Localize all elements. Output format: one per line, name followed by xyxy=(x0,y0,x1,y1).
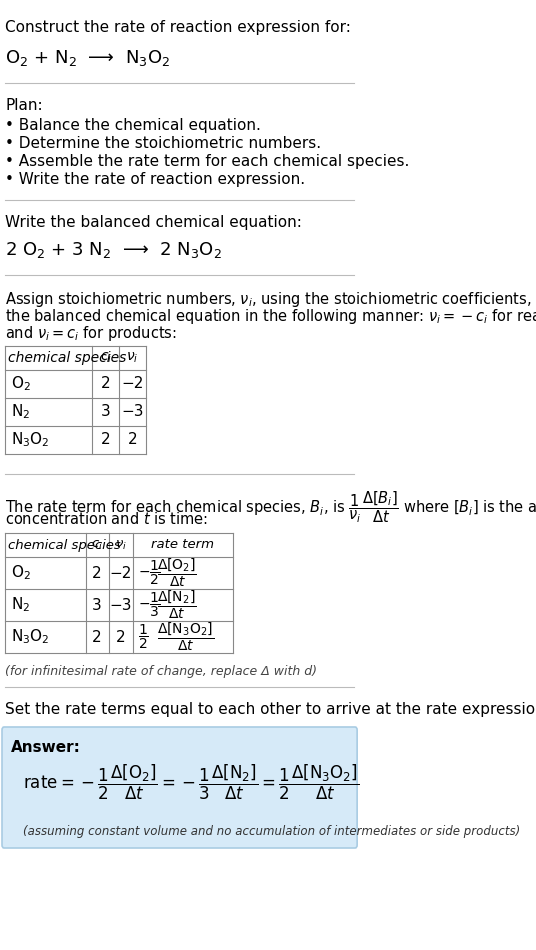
Text: (assuming constant volume and no accumulation of intermediates or side products): (assuming constant volume and no accumul… xyxy=(24,825,520,838)
Text: $\mathrm{rate} = -\dfrac{1}{2}\dfrac{\Delta[\mathrm{O_2}]}{\Delta t} = -\dfrac{1: $\mathrm{rate} = -\dfrac{1}{2}\dfrac{\De… xyxy=(24,763,360,802)
Text: Construct the rate of reaction expression for:: Construct the rate of reaction expressio… xyxy=(5,20,351,35)
Text: • Assemble the rate term for each chemical species.: • Assemble the rate term for each chemic… xyxy=(5,154,410,169)
Text: 3: 3 xyxy=(92,598,102,613)
Text: $\dfrac{\Delta[\mathrm{N_3O_2}]}{\Delta t}$: $\dfrac{\Delta[\mathrm{N_3O_2}]}{\Delta … xyxy=(157,621,214,654)
Text: • Determine the stoichiometric numbers.: • Determine the stoichiometric numbers. xyxy=(5,136,322,151)
Text: −3: −3 xyxy=(109,598,132,613)
Text: $\dfrac{\Delta[\mathrm{O_2}]}{\Delta t}$: $\dfrac{\Delta[\mathrm{O_2}]}{\Delta t}$ xyxy=(157,557,197,589)
Text: $\nu_i$: $\nu_i$ xyxy=(126,351,139,365)
Text: 2: 2 xyxy=(92,630,102,644)
Text: $\nu_i$: $\nu_i$ xyxy=(115,539,126,552)
Text: Assign stoichiometric numbers, $\nu_i$, using the stoichiometric coefficients, $: Assign stoichiometric numbers, $\nu_i$, … xyxy=(5,290,536,309)
Text: $\dfrac{\Delta[\mathrm{N_2}]}{\Delta t}$: $\dfrac{\Delta[\mathrm{N_2}]}{\Delta t}$ xyxy=(157,589,196,621)
Text: $\mathrm{N_3O_2}$: $\mathrm{N_3O_2}$ xyxy=(11,430,49,449)
Text: 2: 2 xyxy=(101,376,110,391)
Text: $\mathrm{O_2}$: $\mathrm{O_2}$ xyxy=(11,374,31,393)
Text: $\mathrm{O_2}$ + $\mathrm{N_2}$  ⟶  $\mathrm{N_3O_2}$: $\mathrm{O_2}$ + $\mathrm{N_2}$ ⟶ $\math… xyxy=(5,48,171,68)
Text: $-\dfrac{1}{3}$: $-\dfrac{1}{3}$ xyxy=(138,591,160,619)
Text: $\dfrac{1}{2}$: $\dfrac{1}{2}$ xyxy=(138,623,149,651)
Text: −2: −2 xyxy=(122,376,144,391)
Text: the balanced chemical equation in the following manner: $\nu_i = -c_i$ for react: the balanced chemical equation in the fo… xyxy=(5,307,536,326)
Text: The rate term for each chemical species, $B_i$, is $\dfrac{1}{\nu_i}\dfrac{\Delt: The rate term for each chemical species,… xyxy=(5,489,536,524)
Text: • Balance the chemical equation.: • Balance the chemical equation. xyxy=(5,118,261,133)
Text: chemical species: chemical species xyxy=(8,351,126,365)
Text: $c_i$: $c_i$ xyxy=(91,539,103,552)
Text: $\mathrm{N_2}$: $\mathrm{N_2}$ xyxy=(11,596,30,615)
FancyBboxPatch shape xyxy=(2,727,357,848)
Text: Set the rate terms equal to each other to arrive at the rate expression:: Set the rate terms equal to each other t… xyxy=(5,702,536,717)
Text: $c_i$: $c_i$ xyxy=(100,351,112,365)
Text: (for infinitesimal rate of change, replace Δ with d): (for infinitesimal rate of change, repla… xyxy=(5,665,317,678)
Text: 3: 3 xyxy=(101,405,111,420)
Text: −3: −3 xyxy=(122,405,144,420)
Text: Answer:: Answer: xyxy=(11,740,80,755)
Text: 2: 2 xyxy=(92,565,102,580)
Text: Plan:: Plan: xyxy=(5,98,43,113)
Text: • Write the rate of reaction expression.: • Write the rate of reaction expression. xyxy=(5,172,306,187)
Text: and $\nu_i = c_i$ for products:: and $\nu_i = c_i$ for products: xyxy=(5,324,177,343)
Text: 2: 2 xyxy=(116,630,125,644)
Text: rate term: rate term xyxy=(152,539,214,552)
Text: 2: 2 xyxy=(101,432,110,447)
Text: $-\dfrac{1}{2}$: $-\dfrac{1}{2}$ xyxy=(138,559,160,587)
Text: $\mathrm{O_2}$: $\mathrm{O_2}$ xyxy=(11,563,31,582)
Text: Write the balanced chemical equation:: Write the balanced chemical equation: xyxy=(5,215,302,230)
Text: $\mathrm{N_2}$: $\mathrm{N_2}$ xyxy=(11,403,30,422)
Text: 2 $\mathrm{O_2}$ + 3 $\mathrm{N_2}$  ⟶  2 $\mathrm{N_3O_2}$: 2 $\mathrm{O_2}$ + 3 $\mathrm{N_2}$ ⟶ 2 … xyxy=(5,240,222,260)
Text: −2: −2 xyxy=(109,565,132,580)
Text: chemical species: chemical species xyxy=(8,539,121,552)
Text: $\mathrm{N_3O_2}$: $\mathrm{N_3O_2}$ xyxy=(11,628,49,646)
Text: 2: 2 xyxy=(128,432,137,447)
Text: concentration and $t$ is time:: concentration and $t$ is time: xyxy=(5,511,209,527)
